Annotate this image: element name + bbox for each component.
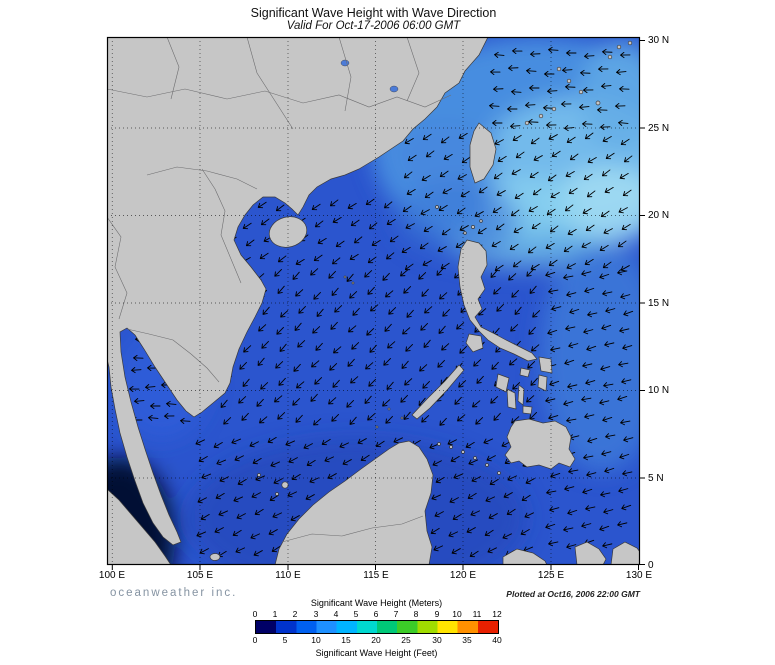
x-tick-label: 105 E xyxy=(186,570,214,581)
ryukyu-island xyxy=(578,89,584,95)
feet-tick: 15 xyxy=(341,635,351,645)
meters-tick: 8 xyxy=(413,609,419,619)
leyte-island xyxy=(537,374,548,392)
meters-tick: 0 xyxy=(252,609,258,619)
land-layer xyxy=(107,37,640,565)
ryukyu-island xyxy=(524,120,530,126)
y-tick-label: 10 N xyxy=(648,385,670,396)
meters-tick: 6 xyxy=(373,609,379,619)
map-frame xyxy=(106,36,641,566)
meters-tick: 1 xyxy=(272,609,278,619)
wave-map xyxy=(106,36,645,570)
legend-feet-label: Significant Wave Height (Feet) xyxy=(315,648,438,658)
y-tick-label: 15 N xyxy=(648,298,670,309)
valid-time-subtitle: Valid For Oct-17-2006 06:00 GMT xyxy=(286,20,461,32)
taiwan-island xyxy=(469,122,497,184)
cebu-island xyxy=(517,384,525,406)
sulu-islands xyxy=(437,442,441,446)
y-tick-label: 5 N xyxy=(648,473,664,484)
paracel-islands xyxy=(351,281,355,285)
country-borders xyxy=(107,37,452,543)
samar-island xyxy=(538,356,553,374)
bohol-island xyxy=(522,405,533,415)
meters-tick: 9 xyxy=(434,609,440,619)
negros-island xyxy=(506,388,517,410)
spratly-islands xyxy=(387,407,391,411)
babuyan-island xyxy=(471,225,475,229)
x-tick-label: 120 E xyxy=(449,570,477,581)
meters-tick: 2 xyxy=(292,609,298,619)
feet-tick: 40 xyxy=(492,635,502,645)
y-tick-label: 30 N xyxy=(648,35,670,46)
corner-island xyxy=(610,541,640,565)
axis-ticks xyxy=(111,40,645,570)
y-tick-label: 25 N xyxy=(648,123,670,134)
feet-tick: 35 xyxy=(462,635,472,645)
mindanao-island xyxy=(504,418,576,470)
feet-tick: 20 xyxy=(371,635,381,645)
feet-tick: 5 xyxy=(282,635,288,645)
ryukyu-island xyxy=(556,66,562,72)
meters-tick: 10 xyxy=(452,609,462,619)
meters-tick: 3 xyxy=(313,609,319,619)
ryukyu-island xyxy=(566,78,572,84)
y-tick-label: 20 N xyxy=(648,210,670,221)
x-tick-label: 100 E xyxy=(98,570,126,581)
sulu-islands xyxy=(485,463,489,467)
natuna-islands xyxy=(275,492,279,496)
x-tick-label: 115 E xyxy=(363,570,389,581)
sumatra-island xyxy=(107,488,172,565)
meters-tick: 11 xyxy=(472,609,482,619)
ryukyu-island xyxy=(595,100,601,106)
y-tick-label: 0 xyxy=(648,560,654,571)
hainan-island xyxy=(268,216,308,248)
sulu-islands xyxy=(473,456,477,460)
luzon-island xyxy=(457,239,538,362)
lake xyxy=(340,59,350,67)
ryukyu-island xyxy=(616,44,622,50)
legend-meters-label: Significant Wave Height (Meters) xyxy=(310,598,443,608)
paracel-islands xyxy=(343,275,347,279)
mindoro-island xyxy=(465,333,484,353)
feet-tick: 30 xyxy=(432,635,442,645)
feet-tick: 10 xyxy=(311,635,321,645)
ryukyu-island xyxy=(627,40,633,46)
spratly-islands xyxy=(400,416,404,420)
sulu-islands xyxy=(449,445,453,449)
meters-tick: 4 xyxy=(333,609,339,619)
colorbar xyxy=(255,620,499,634)
ryukyu-island xyxy=(551,106,557,112)
meters-tick: 7 xyxy=(393,609,399,619)
latlon-grid xyxy=(107,37,640,565)
pratas-island xyxy=(435,205,439,209)
meters-tick: 5 xyxy=(353,609,359,619)
sulu-islands xyxy=(497,471,501,475)
spratly-islands xyxy=(375,425,379,429)
feet-tick: 0 xyxy=(252,635,258,645)
bangka-island xyxy=(209,553,221,561)
x-tick-label: 125 E xyxy=(537,570,565,581)
oceanweather-logo-text: oceanweather inc. xyxy=(110,587,238,599)
palawan-island xyxy=(411,364,465,420)
halmahera-island xyxy=(574,541,607,565)
plotted-at-timestamp: Plotted at Oct16, 2006 22:00 GMT xyxy=(506,589,640,599)
babuyan-island xyxy=(479,219,483,223)
sulawesi-arm xyxy=(502,548,548,565)
panay-island xyxy=(495,373,510,393)
mainland-asia xyxy=(107,37,489,546)
lake xyxy=(389,85,399,93)
x-tick-label: 130 E xyxy=(625,570,653,581)
wave-height-shading xyxy=(107,37,640,565)
masbate-island xyxy=(519,367,531,378)
babuyan-island xyxy=(463,231,467,235)
x-tick-label: 110 E xyxy=(275,570,301,581)
page-title: Significant Wave Height with Wave Direct… xyxy=(250,6,497,20)
meters-tick: 12 xyxy=(492,609,502,619)
natuna-islands xyxy=(281,481,289,489)
anambas-islands xyxy=(257,473,261,477)
ryukyu-island xyxy=(538,113,544,119)
ryukyu-island xyxy=(607,54,613,60)
feet-tick: 25 xyxy=(401,635,411,645)
